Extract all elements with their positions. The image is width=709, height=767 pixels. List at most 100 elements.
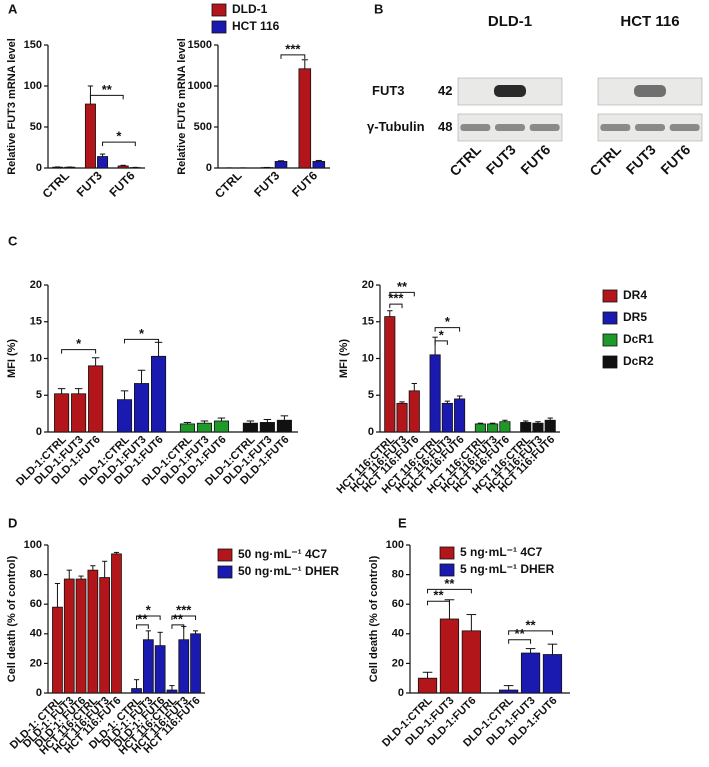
- legend-swatch: [603, 290, 617, 302]
- bar: [499, 690, 517, 693]
- blot-band: [600, 124, 630, 131]
- bar: [275, 161, 287, 168]
- bar: [117, 400, 131, 432]
- blot-title: DLD-1: [488, 13, 532, 30]
- bar: [180, 424, 194, 432]
- bar: [454, 399, 464, 432]
- panel-label: D: [8, 515, 17, 530]
- blot-band: [530, 124, 560, 131]
- legend-label: DR4: [623, 288, 647, 302]
- blot-row-label: γ-Tubulin: [367, 119, 425, 134]
- y-tick-label: 15: [30, 316, 42, 328]
- y-tick-label: 0: [368, 426, 374, 438]
- y-tick-label: 0: [36, 687, 42, 699]
- y-tick-label: 60: [392, 598, 404, 610]
- legend-swatch: [212, 21, 226, 33]
- significance-label: **: [444, 576, 455, 591]
- blot-title: HCT 116: [620, 13, 679, 30]
- y-axis-label: Relative FUT3 mRNA level: [6, 38, 18, 175]
- bar: [143, 640, 153, 693]
- significance-label: **: [173, 611, 184, 626]
- bar: [64, 579, 74, 693]
- bar: [462, 631, 480, 693]
- legend-swatch: [603, 312, 617, 324]
- bar: [488, 424, 498, 432]
- y-tick-label: 15: [362, 316, 374, 328]
- y-tick-label: 0: [206, 162, 212, 174]
- y-axis-label: Cell death (% of control): [6, 555, 18, 682]
- bar: [71, 394, 85, 432]
- bar: [442, 403, 452, 432]
- legend-label: HCT 116: [232, 19, 280, 33]
- significance-label: **: [525, 617, 536, 632]
- y-tick-label: 0: [36, 162, 42, 174]
- bar: [97, 157, 107, 168]
- legend-label: 5 ng·mL⁻¹ DHER: [460, 562, 555, 576]
- y-axis-label: Cell death (% of control): [368, 555, 380, 682]
- bar: [85, 104, 95, 168]
- panel-label: C: [8, 233, 18, 248]
- panel-label: B: [374, 1, 383, 16]
- y-tick-label: 80: [392, 569, 404, 581]
- x-tick-label: FUT3: [74, 168, 105, 199]
- legend-label: DcR1: [623, 332, 654, 346]
- lane-label: FUT6: [657, 141, 693, 177]
- blot-band: [635, 124, 665, 131]
- bar: [500, 422, 510, 432]
- significance-label: *: [439, 327, 445, 342]
- bar: [118, 166, 128, 168]
- y-tick-label: 50: [30, 121, 42, 133]
- legend-swatch: [603, 356, 617, 368]
- blot-row-label: FUT3: [372, 83, 405, 98]
- y-axis-label: MFI (%): [6, 339, 18, 378]
- significance-label: **: [515, 626, 526, 641]
- bar: [440, 619, 458, 693]
- y-tick-label: 0: [398, 687, 404, 699]
- bar: [214, 421, 228, 432]
- legend-swatch: [218, 549, 232, 561]
- blot-band: [494, 85, 526, 97]
- lane-label: CTRL: [446, 141, 484, 179]
- y-tick-label: 10: [30, 352, 42, 364]
- y-tick-label: 10: [362, 352, 374, 364]
- y-tick-label: 20: [392, 657, 404, 669]
- bar: [76, 579, 86, 693]
- legend-label: 5 ng·mL⁻¹ 4C7: [460, 545, 543, 559]
- x-tick-label: FUT3: [251, 168, 282, 199]
- y-tick-label: 60: [30, 598, 42, 610]
- y-tick-label: 40: [392, 628, 404, 640]
- bar: [299, 69, 311, 168]
- y-tick-label: 5: [36, 389, 42, 401]
- panel-label: E: [398, 515, 407, 530]
- legend-label: DcR2: [623, 354, 654, 368]
- bar: [151, 356, 165, 432]
- blot-band: [495, 124, 525, 131]
- legend-swatch: [440, 547, 454, 559]
- bar: [88, 570, 98, 693]
- y-tick-label: 40: [30, 628, 42, 640]
- bar: [521, 422, 531, 432]
- bar: [397, 403, 407, 432]
- legend-swatch: [212, 4, 226, 16]
- y-tick-label: 20: [30, 657, 42, 669]
- bar: [533, 423, 543, 432]
- bar: [260, 422, 274, 432]
- bar: [191, 634, 201, 693]
- significance-label: **: [433, 588, 444, 603]
- y-tick-label: 0: [36, 426, 42, 438]
- significance-label: *: [116, 129, 122, 144]
- bar: [430, 355, 440, 432]
- lane-label: CTRL: [586, 141, 624, 179]
- significance-label: **: [137, 611, 148, 626]
- x-tick-label: FUT6: [289, 168, 320, 199]
- significance-label: *: [139, 326, 145, 341]
- lane-label: FUT3: [483, 141, 519, 177]
- lane-label: FUT3: [623, 141, 659, 177]
- bar: [155, 646, 165, 693]
- blot-kda: 48: [438, 119, 452, 134]
- legend-swatch: [218, 566, 232, 578]
- lane-label: FUT6: [517, 141, 553, 177]
- legend-swatch: [603, 334, 617, 346]
- bar: [545, 420, 555, 432]
